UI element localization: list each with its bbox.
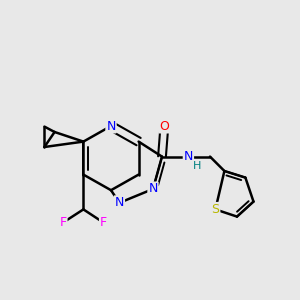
Text: N: N: [184, 150, 193, 163]
Text: S: S: [212, 203, 219, 216]
Text: F: F: [100, 216, 107, 229]
Text: N: N: [148, 182, 158, 196]
Text: O: O: [160, 119, 169, 133]
Text: N: N: [106, 119, 116, 133]
Text: N: N: [115, 196, 124, 209]
Text: F: F: [59, 216, 67, 229]
Text: H: H: [193, 161, 202, 171]
